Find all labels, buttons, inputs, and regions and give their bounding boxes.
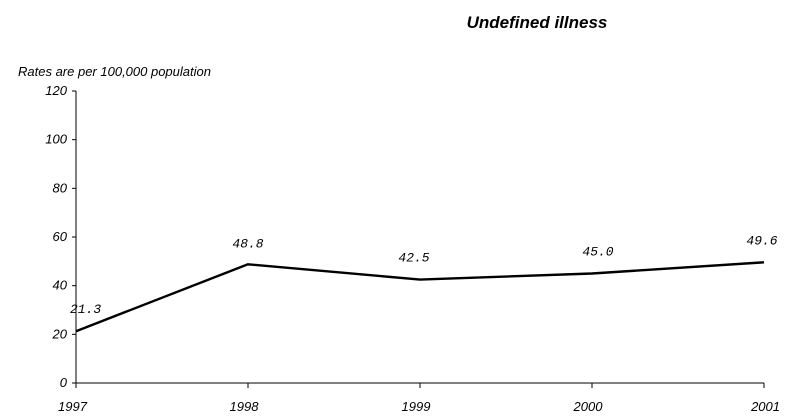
- data-labels: 21.3 48.8 42.5 45.0 49.6: [70, 233, 778, 317]
- data-label: 42.5: [398, 251, 429, 266]
- series-group: [75, 261, 765, 333]
- chart-title: Undefined illness: [467, 13, 608, 32]
- x-tick-label: 1997: [58, 399, 88, 414]
- series-line: [75, 261, 765, 333]
- y-tick-label: 40: [53, 278, 68, 293]
- y-tick-label: 80: [53, 180, 68, 195]
- y-tick-label: 100: [45, 132, 67, 147]
- data-label: 21.3: [70, 302, 101, 317]
- x-tick-label: 1998: [230, 399, 260, 414]
- y-tick-label: 0: [60, 375, 68, 390]
- data-label: 48.8: [232, 236, 263, 251]
- y-tick-label: 60: [53, 229, 68, 244]
- x-tick-label: 1999: [402, 399, 431, 414]
- y-tick-label: 20: [52, 326, 68, 341]
- x-axis: 1997 1998 1999 2000 2001: [58, 382, 780, 414]
- rate-note: Rates are per 100,000 population: [18, 64, 211, 79]
- data-label: 45.0: [582, 245, 613, 260]
- y-axis: 0 20 40 60 80 100 120: [45, 83, 77, 390]
- x-tick-label: 2001: [750, 399, 780, 414]
- y-tick-label: 120: [45, 83, 67, 98]
- x-tick-label: 2000: [573, 399, 604, 414]
- data-label: 49.6: [746, 233, 777, 248]
